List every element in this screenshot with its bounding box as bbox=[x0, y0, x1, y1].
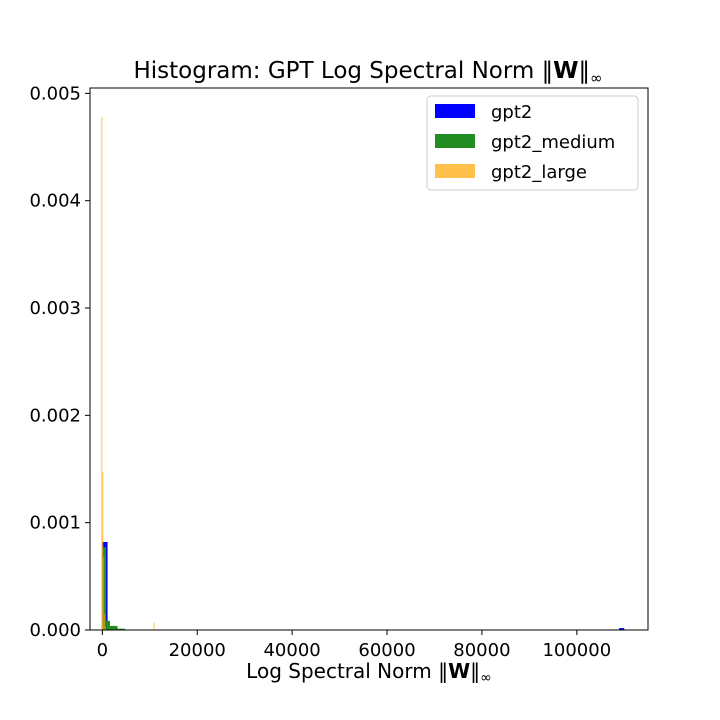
legend-label-gpt2-medium: gpt2_medium bbox=[491, 132, 615, 153]
y-tick-label: 0.004 bbox=[29, 191, 81, 212]
histogram-bar-gpt2-large-0 bbox=[101, 116, 103, 631]
legend-box bbox=[426, 95, 639, 191]
plot-area bbox=[101, 116, 625, 631]
x-tick-label: 20000 bbox=[169, 640, 226, 661]
histogram-bar-gpt2-large-4 bbox=[105, 626, 107, 630]
histogram-bar-gpt2-large-5 bbox=[153, 622, 155, 630]
histogram-bar-gpt2-medium-3 bbox=[117, 628, 126, 630]
y-tick-label: 0.000 bbox=[29, 620, 81, 641]
legend-swatch-gpt2-large bbox=[435, 164, 475, 178]
x-tick-label: 0 bbox=[97, 640, 108, 661]
histogram-bar-gpt2-large-3 bbox=[104, 613, 106, 630]
histogram-bar-gpt2-large-2 bbox=[103, 557, 105, 630]
x-tick-label: 100000 bbox=[542, 640, 611, 661]
x-tick-label: 60000 bbox=[358, 640, 415, 661]
y-tick-label: 0.005 bbox=[29, 83, 81, 104]
legend-label-gpt2: gpt2 bbox=[491, 102, 532, 123]
y-tick-label: 0.002 bbox=[29, 405, 81, 426]
y-tick-label: 0.001 bbox=[29, 513, 81, 534]
y-tick-label: 0.003 bbox=[29, 298, 81, 319]
histogram-bar-gpt2-medium-2 bbox=[109, 625, 118, 630]
x-axis-ticks: 0 20000 40000 60000 80000 100000 bbox=[97, 630, 611, 661]
histogram-bar-gpt2-2 bbox=[619, 628, 625, 630]
x-tick-label: 80000 bbox=[453, 640, 510, 661]
histogram-bar-gpt2-large-1 bbox=[102, 472, 104, 630]
legend-label-gpt2-large: gpt2_large bbox=[491, 162, 587, 183]
y-axis-ticks: 0.000 0.001 0.002 0.003 0.004 0.005 bbox=[29, 83, 90, 641]
histogram-bar-gpt2-medium-1 bbox=[106, 620, 110, 630]
axes-frame bbox=[89, 87, 649, 631]
legend-swatch-gpt2 bbox=[435, 104, 475, 118]
chart-title: Histogram: GPT Log Spectral Norm ‖W‖∞ bbox=[133, 58, 602, 87]
legend-swatch-gpt2-medium bbox=[435, 134, 475, 148]
x-tick-label: 40000 bbox=[263, 640, 320, 661]
x-axis-label: Log Spectral Norm ‖W‖∞ bbox=[246, 659, 492, 686]
legend: gpt2 gpt2_medium gpt2_large bbox=[426, 95, 639, 191]
